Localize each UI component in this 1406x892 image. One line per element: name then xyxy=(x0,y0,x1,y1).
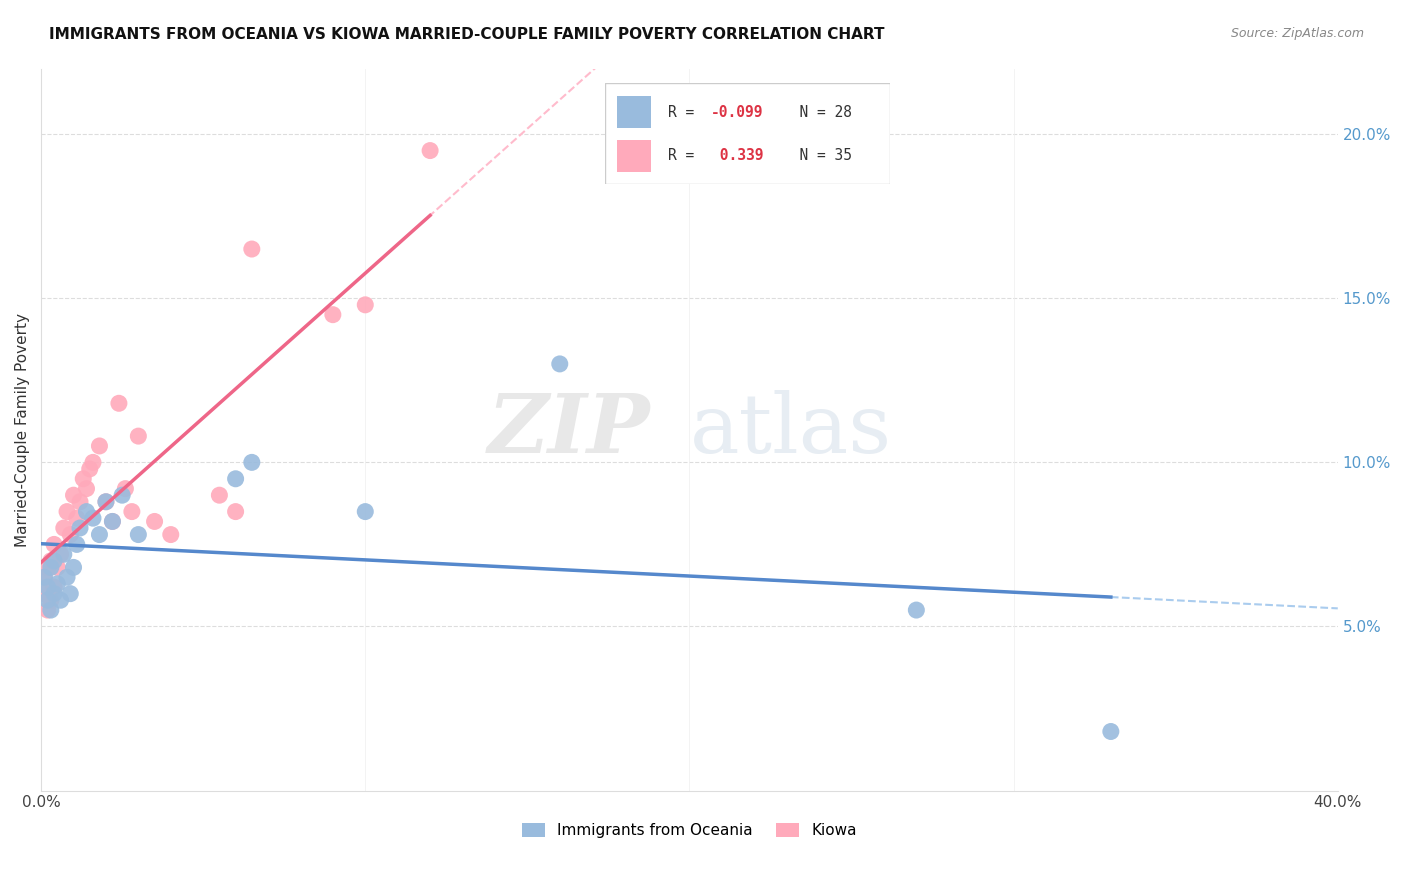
Point xyxy=(37,580,59,594)
Point xyxy=(56,505,79,519)
Point xyxy=(208,488,231,502)
Text: IMMIGRANTS FROM OCEANIA VS KIOWA MARRIED-COUPLE FAMILY POVERTY CORRELATION CHART: IMMIGRANTS FROM OCEANIA VS KIOWA MARRIED… xyxy=(49,27,884,42)
Point xyxy=(76,505,98,519)
Point xyxy=(127,527,149,541)
Text: Source: ZipAtlas.com: Source: ZipAtlas.com xyxy=(1230,27,1364,40)
Point xyxy=(39,593,62,607)
Point xyxy=(37,560,59,574)
Point xyxy=(94,495,117,509)
Point xyxy=(114,482,136,496)
Point xyxy=(59,587,82,601)
Point xyxy=(143,515,166,529)
Point xyxy=(42,580,65,594)
Point xyxy=(66,511,89,525)
Point xyxy=(52,521,75,535)
Text: ZIP: ZIP xyxy=(488,390,651,469)
Point xyxy=(121,505,143,519)
Point xyxy=(225,505,247,519)
Point xyxy=(69,495,91,509)
Point xyxy=(101,515,124,529)
Point xyxy=(94,495,117,509)
Point xyxy=(82,511,104,525)
Point xyxy=(62,488,84,502)
Point xyxy=(34,570,56,584)
Point xyxy=(49,593,72,607)
Point xyxy=(42,554,65,568)
Point xyxy=(37,603,59,617)
Point xyxy=(419,144,441,158)
Point xyxy=(59,527,82,541)
Point xyxy=(39,560,62,574)
Point xyxy=(62,560,84,574)
Point xyxy=(82,455,104,469)
Point xyxy=(240,455,263,469)
Point xyxy=(39,603,62,617)
Point xyxy=(225,472,247,486)
Point xyxy=(52,547,75,561)
Point xyxy=(76,482,98,496)
Point xyxy=(905,603,928,617)
Point xyxy=(240,242,263,256)
Legend: Immigrants from Oceania, Kiowa: Immigrants from Oceania, Kiowa xyxy=(516,817,863,845)
Point xyxy=(46,560,69,574)
Point xyxy=(101,515,124,529)
Point xyxy=(69,521,91,535)
Text: atlas: atlas xyxy=(689,390,891,469)
Point xyxy=(49,547,72,561)
Point xyxy=(111,488,134,502)
Point xyxy=(34,587,56,601)
Point xyxy=(1099,724,1122,739)
Point xyxy=(354,505,377,519)
Point xyxy=(42,537,65,551)
Point xyxy=(72,472,94,486)
Point xyxy=(34,570,56,584)
Point xyxy=(79,462,101,476)
Point xyxy=(127,429,149,443)
Point xyxy=(39,554,62,568)
Y-axis label: Married-Couple Family Poverty: Married-Couple Family Poverty xyxy=(15,312,30,547)
Point xyxy=(89,527,111,541)
Point xyxy=(548,357,571,371)
Point xyxy=(159,527,181,541)
Point xyxy=(89,439,111,453)
Point xyxy=(37,593,59,607)
Point xyxy=(108,396,131,410)
Point xyxy=(46,576,69,591)
Point xyxy=(66,537,89,551)
Point xyxy=(354,298,377,312)
Point xyxy=(322,308,344,322)
Point xyxy=(42,587,65,601)
Point xyxy=(56,570,79,584)
